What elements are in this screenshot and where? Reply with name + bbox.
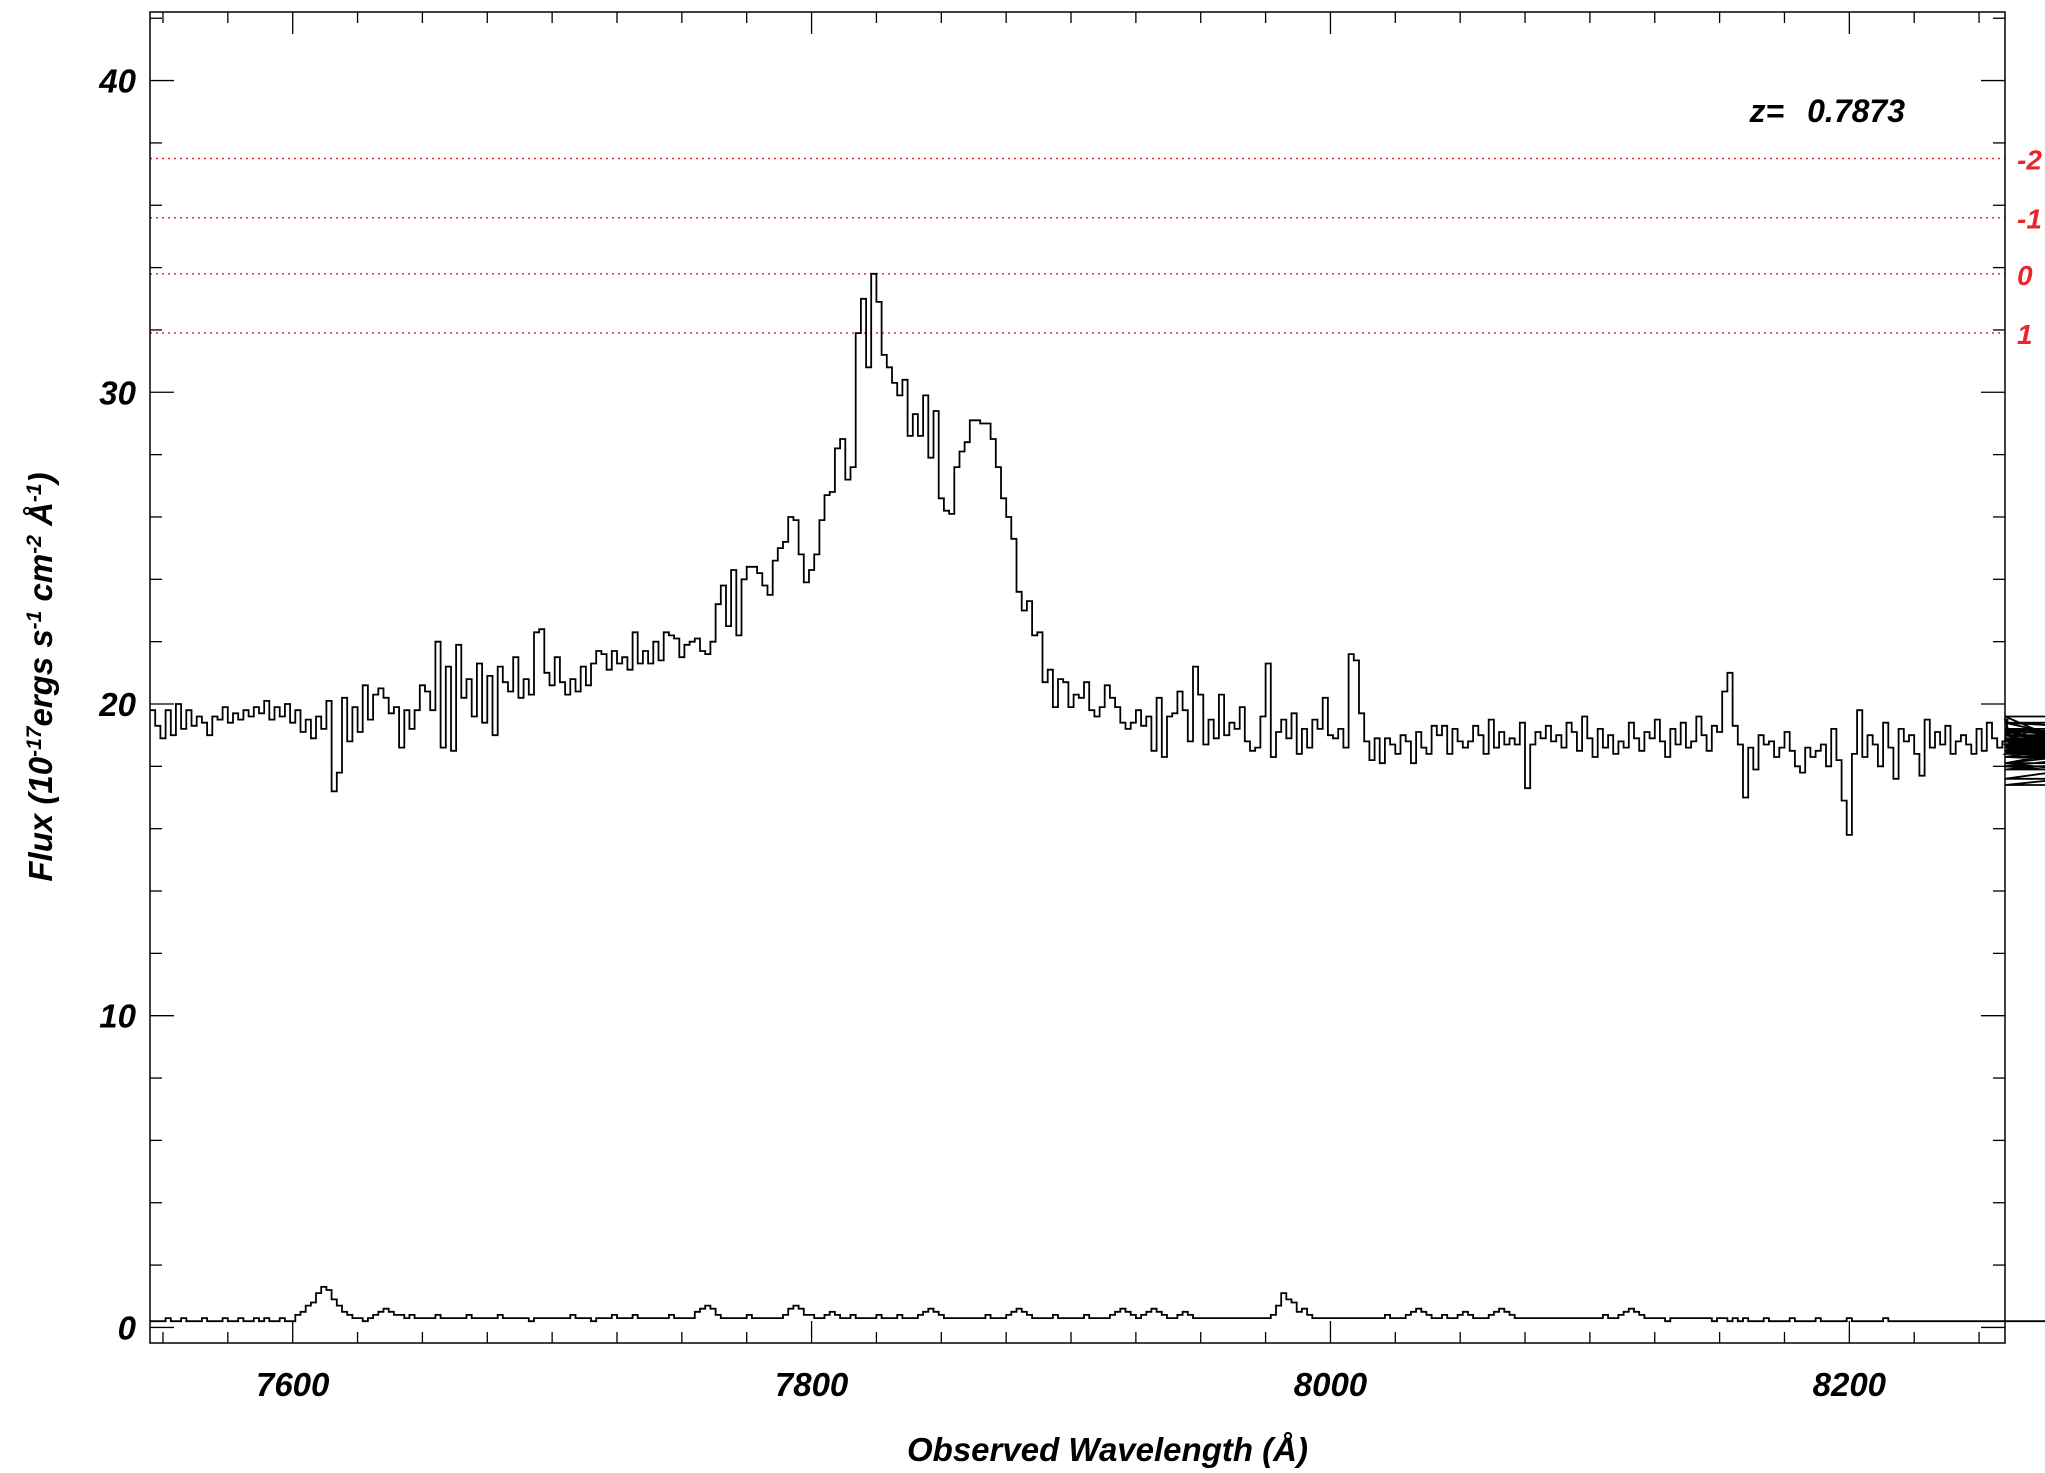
reference-label-1: -1: [2017, 204, 2042, 235]
x-tick-label: 8200: [1813, 1366, 1887, 1403]
redshift-annotation: z= 0.7873: [1749, 93, 1906, 129]
series-layer: [150, 272, 2045, 1323]
redshift-label: z=: [1749, 93, 1785, 129]
y-axis-label: Flux (10-17ergs s-1 cm-2 Å-1): [22, 472, 59, 881]
y-tick-label: 0: [118, 1309, 137, 1346]
y-tick-label: 30: [99, 374, 136, 411]
x-tick-label: 8000: [1294, 1366, 1368, 1403]
y-tick-label: 10: [99, 998, 136, 1035]
ticks-layer: 7600 7800 8000 8200 0 10 20 30 40: [98, 12, 2005, 1403]
labels-layer: Observed Wavelength (Å) Flux (10-17ergs …: [22, 93, 1905, 1468]
y-tick-label: 40: [98, 63, 136, 100]
reference-label-0: -2: [2017, 145, 2042, 176]
y-tick-label: 20: [98, 686, 136, 723]
plot-frame: [149, 11, 2006, 1344]
reference-label-3: 1: [2017, 319, 2033, 350]
x-tick-label: 7600: [256, 1366, 330, 1403]
redshift-value: 0.7873: [1807, 93, 1905, 129]
reference-lines: -2 -1 0 1: [150, 145, 2042, 350]
reference-label-2: 0: [2017, 260, 2033, 291]
x-tick-label: 7800: [775, 1366, 849, 1403]
x-axis-label: Observed Wavelength (Å): [907, 1431, 1308, 1468]
error-spectrum-line: [150, 1286, 2045, 1323]
flux-spectrum-line: [150, 272, 2045, 836]
